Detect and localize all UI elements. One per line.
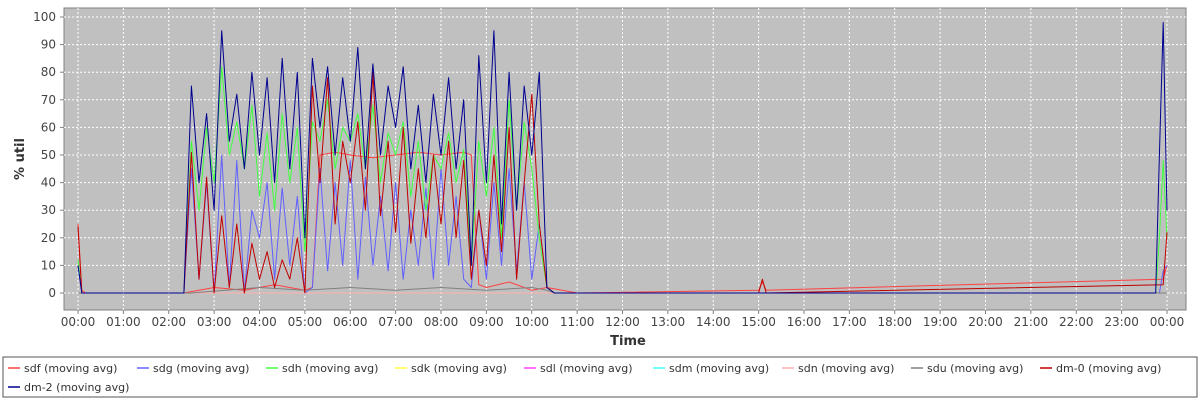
x-tick-label: 17:00: [832, 315, 867, 329]
plot-background: [63, 7, 1187, 311]
legend-label: dm-2 (moving avg): [24, 381, 129, 394]
x-tick-label: 23:00: [1104, 315, 1139, 329]
series-line-7: [78, 287, 1167, 294]
x-tick-label: 08:00: [424, 315, 459, 329]
x-tick-label: 09:00: [469, 315, 504, 329]
legend-label: sdf (moving avg): [24, 362, 117, 375]
legend-label: sdk (moving avg): [411, 362, 507, 375]
y-axis-title: % util: [13, 138, 28, 180]
x-tick-label: 07:00: [378, 315, 413, 329]
legend-label: sdm (moving avg): [669, 362, 769, 375]
y-tick-label: 50: [41, 148, 56, 162]
legend-label: dm-0 (moving avg): [1056, 362, 1161, 375]
legend-box: [2, 356, 1198, 398]
x-tick-label: 03:00: [197, 315, 232, 329]
x-tick-label: 10:00: [514, 315, 549, 329]
y-tick-label: 60: [41, 120, 56, 134]
x-tick-label: 02:00: [151, 315, 186, 329]
x-tick-label: 00:00: [1150, 315, 1185, 329]
axis-layer: 0 10 20 30 40 50 60 70 80 90 100 00:00 01:00 02:00 03:…: [33, 10, 1184, 329]
y-tick-label: 40: [41, 176, 56, 190]
x-tick-label: 20:00: [968, 315, 1003, 329]
x-tick-label: 05:00: [288, 315, 323, 329]
x-tick-label: 19:00: [923, 315, 958, 329]
y-tick-label: 0: [48, 286, 56, 300]
x-tick-label: 11:00: [560, 315, 595, 329]
x-tick-label: 13:00: [651, 315, 686, 329]
x-tick-label: 06:00: [333, 315, 368, 329]
legend-label: sdn (moving avg): [798, 362, 894, 375]
x-axis-title: Time: [610, 334, 646, 349]
series-line-9: [77, 22, 1168, 294]
y-tick-label: 90: [41, 38, 56, 52]
legend-label: sdu (moving avg): [927, 362, 1023, 375]
x-tick-label: 16:00: [787, 315, 822, 329]
x-tick-label: 18:00: [877, 315, 912, 329]
legend-label: sdh (moving avg): [282, 362, 378, 375]
legend-label: sdl (moving avg): [540, 362, 633, 375]
legend-label: sdg (moving avg): [153, 362, 249, 375]
x-tick-label: 01:00: [106, 315, 141, 329]
x-tick-label: 15:00: [741, 315, 776, 329]
y-tick-label: 10: [41, 258, 56, 272]
x-tick-label: 21:00: [1014, 315, 1049, 329]
y-tick-label: 100: [33, 10, 56, 24]
series-layer: [77, 22, 1168, 294]
x-tick-label: 12:00: [605, 315, 640, 329]
x-tick-label: 22:00: [1059, 315, 1094, 329]
x-tick-label: 14:00: [696, 315, 731, 329]
x-tick-label: 04:00: [242, 315, 277, 329]
legend: sdf (moving avg) sdg (moving avg) sdh (mov…: [8, 362, 1161, 394]
y-tick-label: 20: [41, 231, 56, 245]
y-tick-label: 70: [41, 93, 56, 107]
x-tick-label: 00:00: [61, 315, 96, 329]
y-tick-label: 80: [41, 65, 56, 79]
y-tick-label: 30: [41, 203, 56, 217]
series-line-8: [77, 71, 1168, 294]
